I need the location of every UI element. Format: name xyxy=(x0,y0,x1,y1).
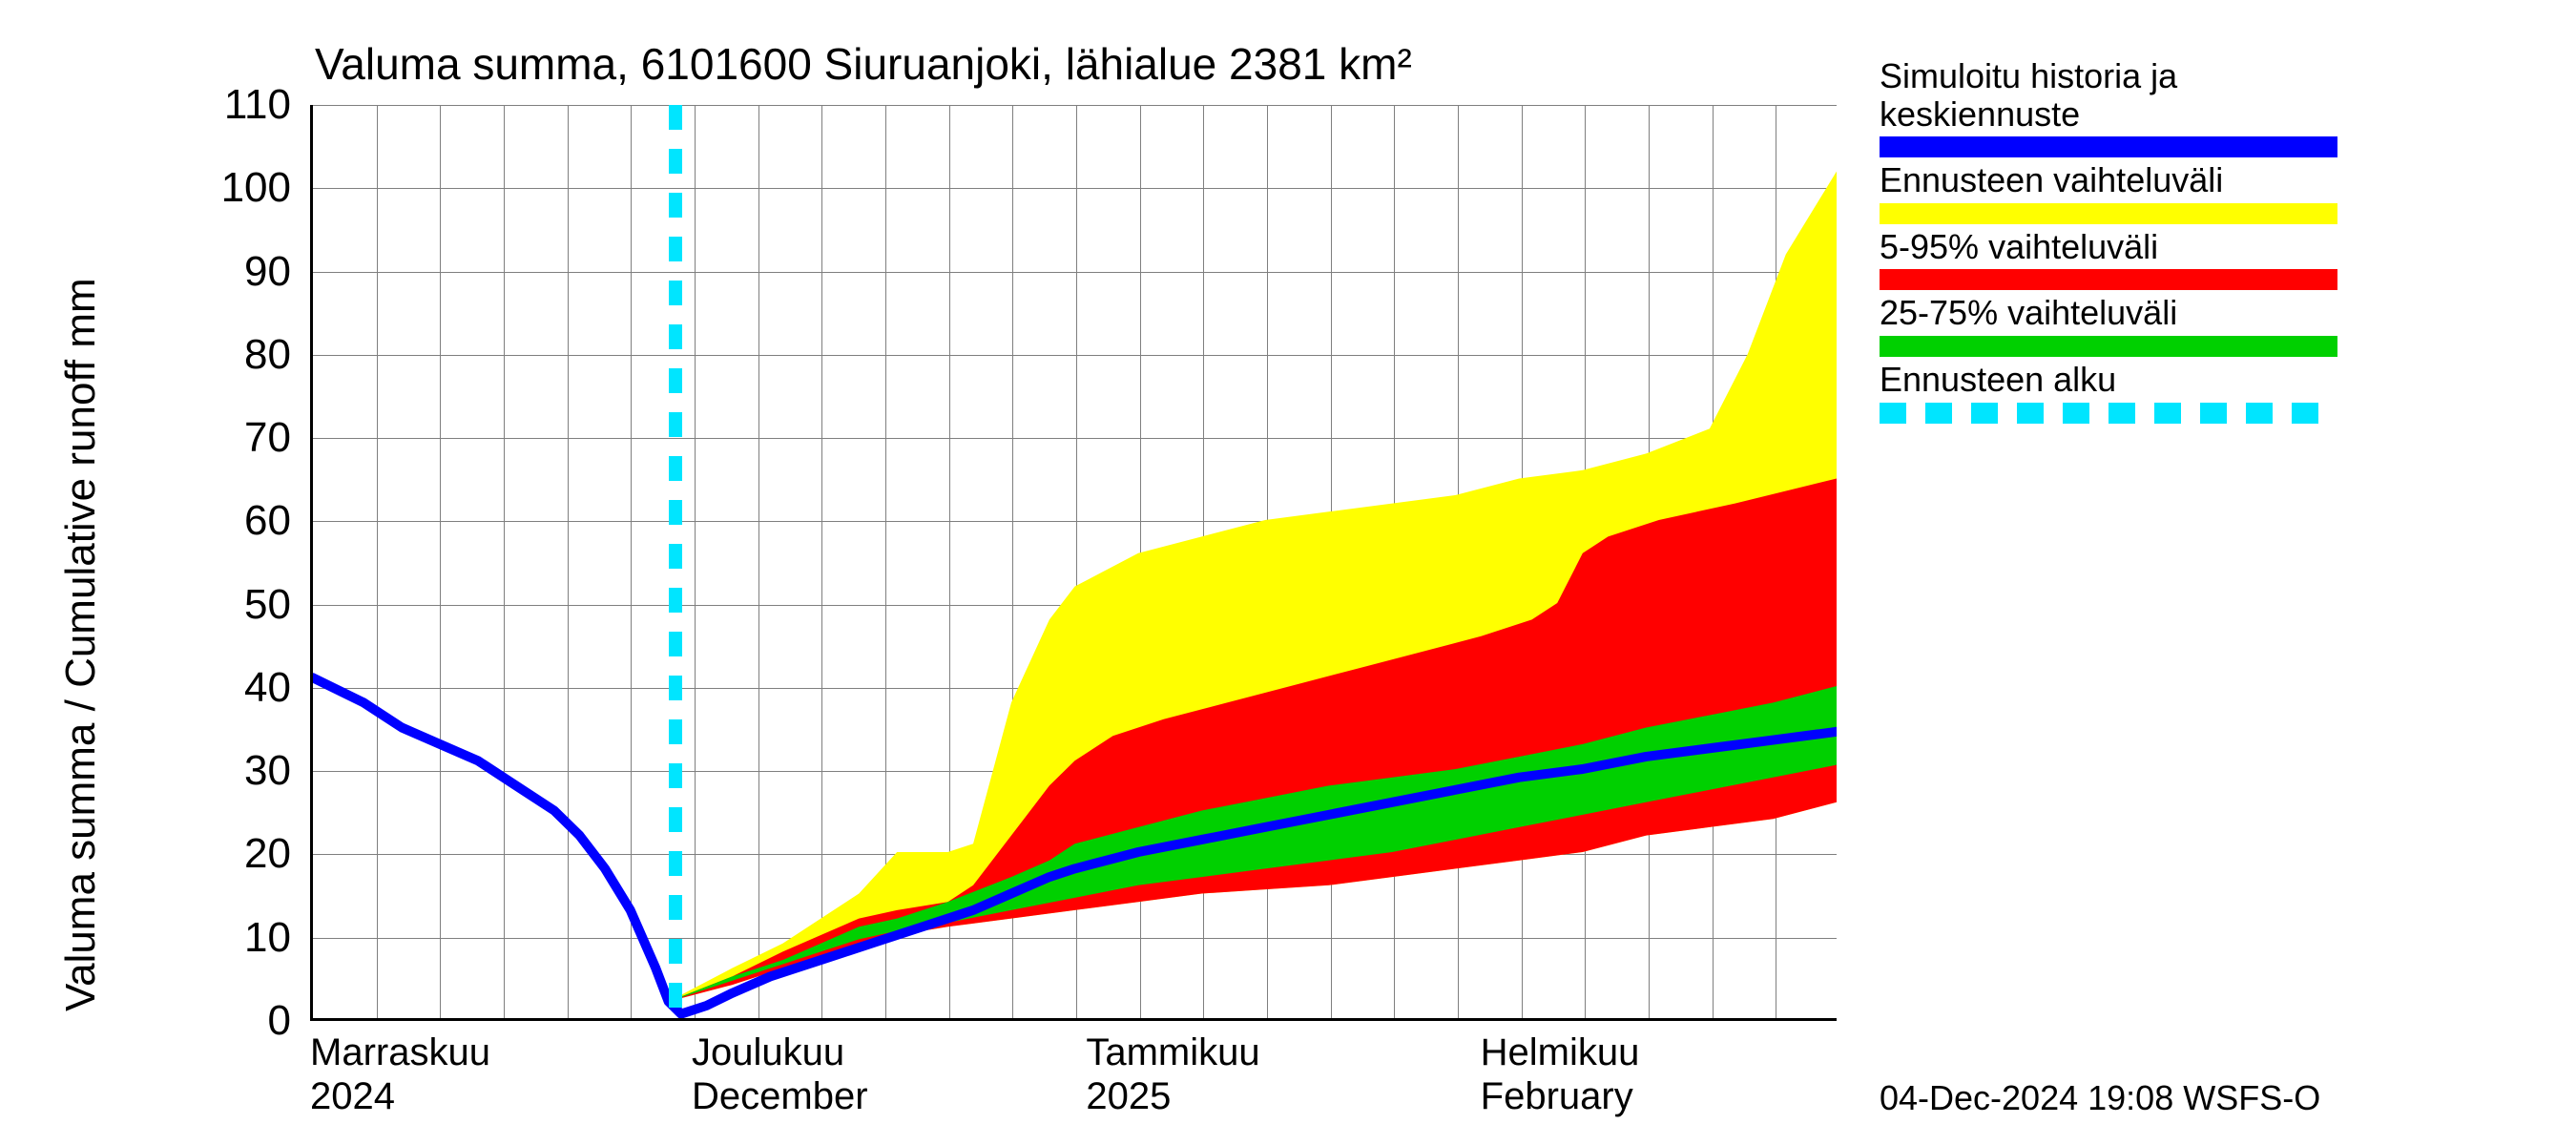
legend: Simuloitu historia jakeskiennuste Ennuste… xyxy=(1880,57,2337,427)
chart-title: Valuma summa, 6101600 Siuruanjoki, lähia… xyxy=(315,38,1412,90)
legend-swatch xyxy=(1880,269,2337,290)
chart-series xyxy=(313,105,1837,1018)
legend-entry: Simuloitu historia jakeskiennuste xyxy=(1880,57,2337,157)
forecast-start-line xyxy=(669,105,682,1018)
y-tick-label: 70 xyxy=(0,414,291,462)
y-axis-label: Valuma summa / Cumulative runoff mm xyxy=(57,278,105,1011)
y-tick-label: 60 xyxy=(0,497,291,545)
legend-entry: 5-95% vaihteluväli xyxy=(1880,228,2337,291)
x-tick-label: HelmikuuFebruary xyxy=(1481,1030,1640,1118)
y-tick-label: 90 xyxy=(0,248,291,296)
legend-label: Ennusteen alku xyxy=(1880,361,2337,399)
plot-area xyxy=(310,105,1837,1021)
y-tick-label: 10 xyxy=(0,914,291,962)
legend-label: Ennusteen vaihteluväli xyxy=(1880,161,2337,199)
footer-timestamp: 04-Dec-2024 19:08 WSFS-O xyxy=(1880,1078,2320,1118)
legend-label: Simuloitu historia ja xyxy=(1880,57,2337,95)
legend-label: keskiennuste xyxy=(1880,95,2337,134)
x-tick-label: Marraskuu2024 xyxy=(310,1030,490,1118)
x-tick-label: Tammikuu2025 xyxy=(1086,1030,1259,1118)
legend-swatch xyxy=(1880,136,2337,157)
legend-swatch xyxy=(1880,203,2337,224)
legend-entry: 25-75% vaihteluväli xyxy=(1880,294,2337,357)
chart-canvas: Valuma summa, 6101600 Siuruanjoki, lähia… xyxy=(0,0,2576,1145)
legend-swatch xyxy=(1880,336,2337,357)
legend-entry: Ennusteen vaihteluväli xyxy=(1880,161,2337,224)
legend-swatch xyxy=(1880,403,2337,424)
y-tick-label: 100 xyxy=(0,164,291,212)
y-tick-label: 80 xyxy=(0,331,291,379)
legend-label: 5-95% vaihteluväli xyxy=(1880,228,2337,266)
legend-entry: Ennusteen alku xyxy=(1880,361,2337,424)
y-tick-label: 30 xyxy=(0,747,291,795)
y-tick-label: 20 xyxy=(0,830,291,878)
y-tick-label: 50 xyxy=(0,581,291,629)
y-tick-label: 40 xyxy=(0,664,291,712)
x-tick-label: JoulukuuDecember xyxy=(692,1030,868,1118)
legend-label: 25-75% vaihteluväli xyxy=(1880,294,2337,332)
y-tick-label: 0 xyxy=(0,997,291,1045)
y-tick-label: 110 xyxy=(0,81,291,129)
